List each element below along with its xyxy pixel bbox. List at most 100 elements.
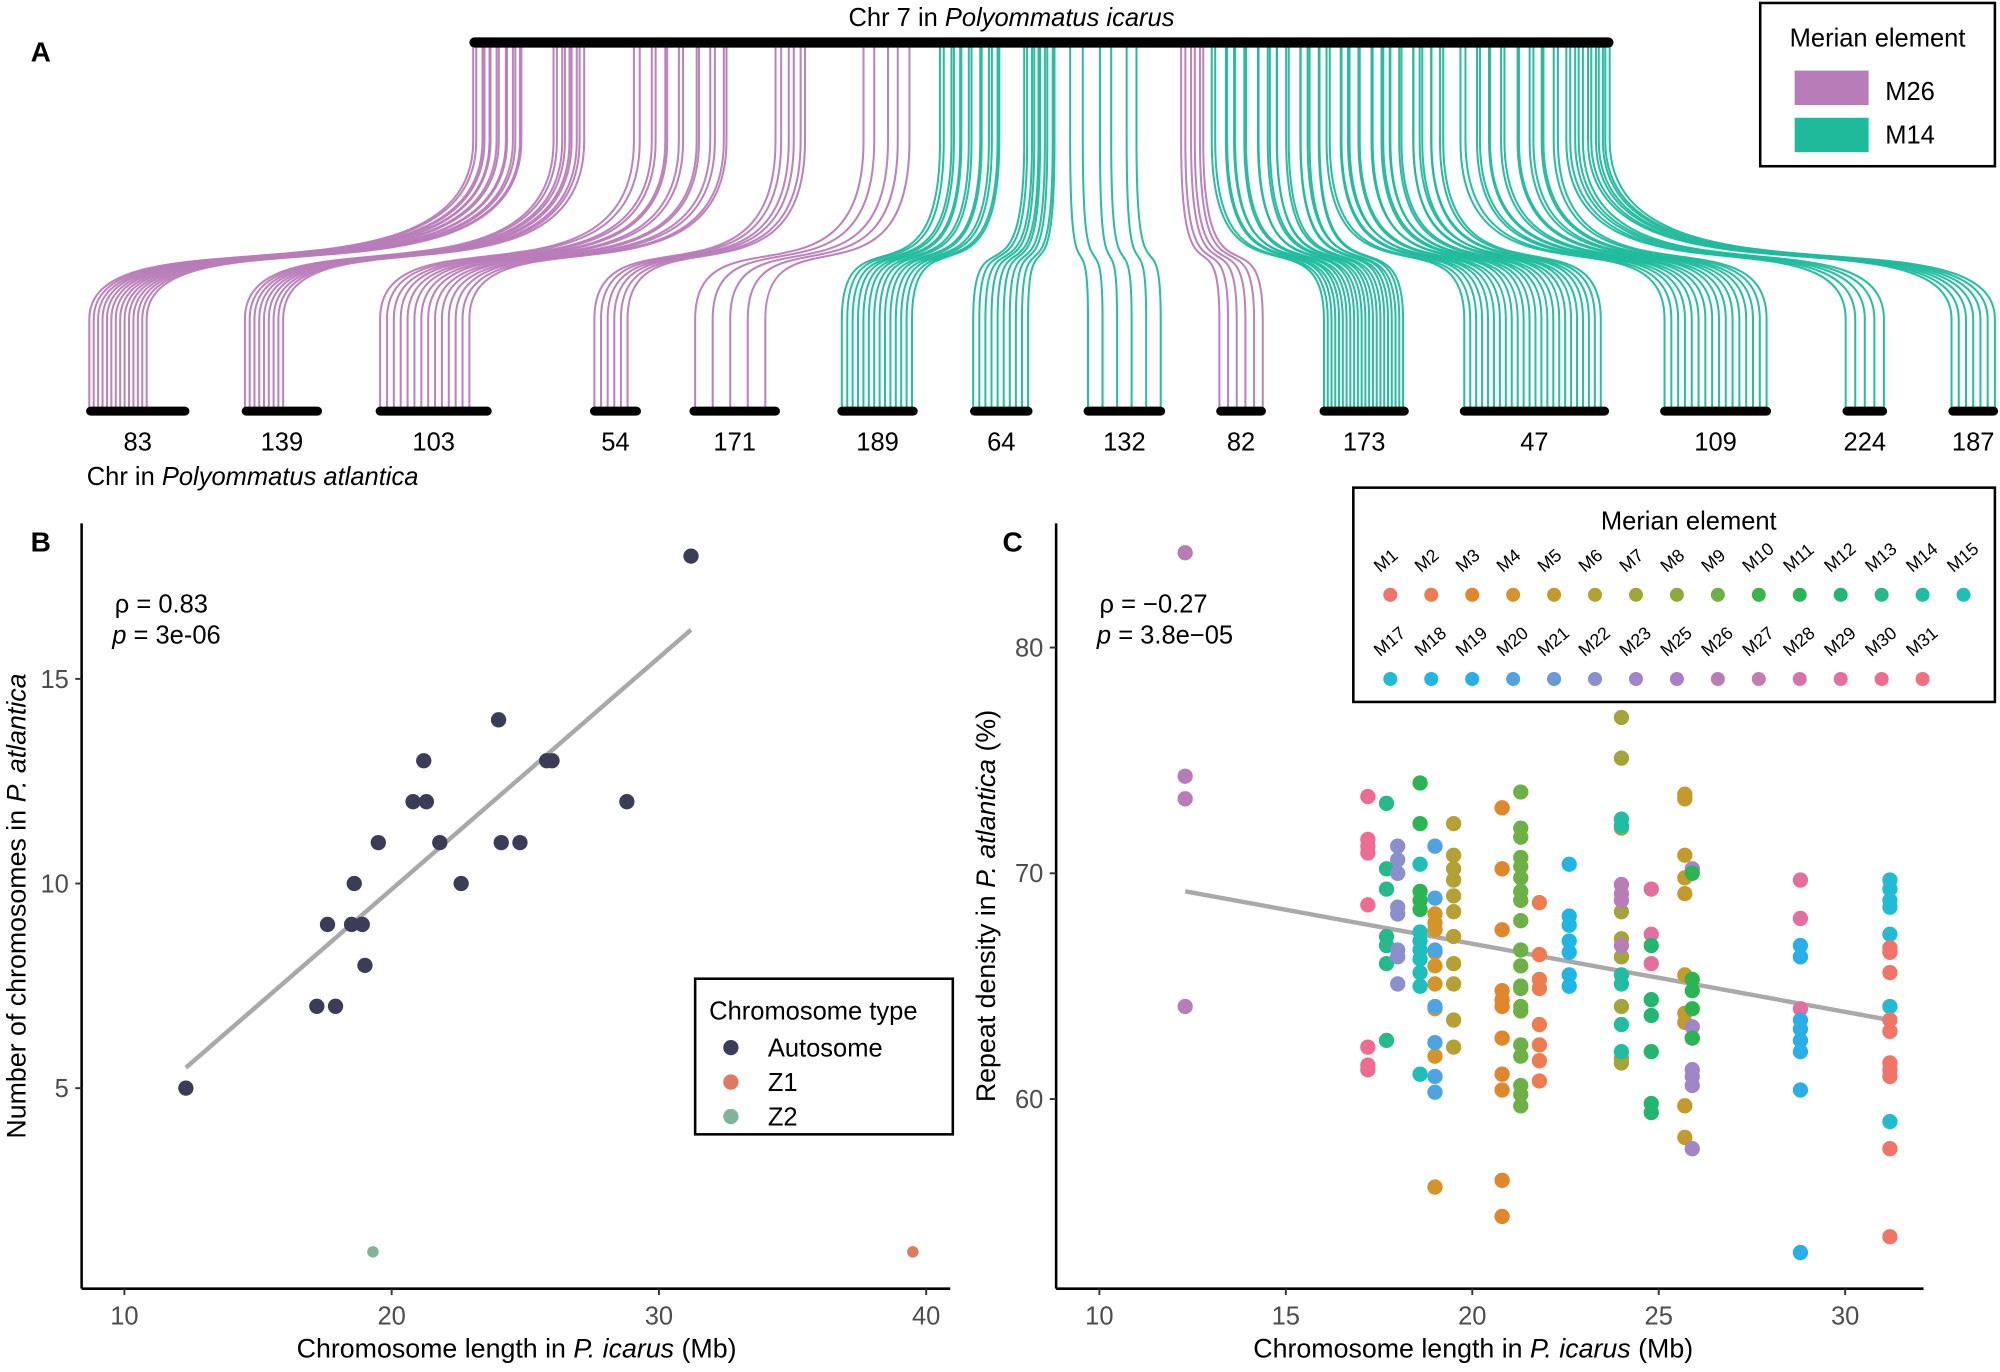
synteny-link bbox=[1193, 45, 1247, 409]
legend-dot-m31 bbox=[1915, 671, 1930, 686]
data-point-autosome bbox=[432, 834, 448, 851]
synteny-link bbox=[1478, 45, 1686, 409]
data-point-m1 bbox=[1882, 1229, 1898, 1245]
data-point-m2 bbox=[1531, 946, 1548, 963]
panel-c-pvalue: p = 3.8e−05 bbox=[1096, 621, 1233, 649]
data-point-autosome bbox=[619, 794, 635, 810]
data-point-m22 bbox=[1390, 949, 1406, 965]
panel-b-scatter: B 10 20 30 40 5 10 15 ρ = 0.83 p = 3e-06 Chrom… bbox=[2, 523, 955, 1364]
data-point-m1 bbox=[1882, 964, 1898, 981]
synteny-link bbox=[626, 45, 807, 409]
synteny-link bbox=[1268, 45, 1367, 409]
data-point-m17 bbox=[1882, 926, 1898, 942]
bottom-chromosome-label: 187 bbox=[1952, 429, 1995, 457]
panel-b-pvalue: p = 3e-06 bbox=[111, 621, 220, 649]
data-point-m7 bbox=[1613, 949, 1630, 965]
data-point-m11 bbox=[1412, 901, 1428, 918]
data-point-m26 bbox=[1177, 768, 1193, 784]
synteny-link bbox=[1488, 45, 1700, 409]
legend-dot-m8 bbox=[1669, 587, 1684, 602]
synteny-link bbox=[851, 45, 953, 409]
data-point-m13 bbox=[1378, 881, 1395, 897]
data-point-m4 bbox=[1427, 976, 1443, 992]
legend-dot-m9 bbox=[1710, 587, 1725, 602]
synteny-link bbox=[1110, 45, 1133, 409]
bottom-chromosome-title: Chr in Polyommatus atlantica bbox=[87, 463, 419, 491]
synteny-link bbox=[1418, 45, 1579, 409]
legend-label-m26: M26 bbox=[1885, 78, 1935, 106]
bottom-chromosome-label: 173 bbox=[1343, 429, 1386, 457]
data-point-m15 bbox=[1412, 856, 1428, 872]
panel-c-rho: ρ = −0.27 bbox=[1099, 591, 1207, 619]
legend-dot-m2 bbox=[1424, 587, 1439, 602]
legend-dot-autosome bbox=[723, 1039, 739, 1056]
synteny-link bbox=[1556, 45, 1768, 409]
synteny-link bbox=[110, 45, 492, 409]
synteny-link bbox=[990, 45, 1036, 409]
synteny-link bbox=[1266, 45, 1363, 409]
data-point-m5 bbox=[1677, 1129, 1693, 1146]
synteny-link bbox=[1287, 45, 1382, 409]
data-point-m6 bbox=[1445, 928, 1462, 945]
data-point-m12 bbox=[1643, 1043, 1659, 1060]
data-point-m29 bbox=[1792, 872, 1809, 888]
data-point-m20 bbox=[1427, 1084, 1443, 1100]
synteny-link bbox=[593, 45, 777, 409]
data-point-m19 bbox=[1792, 949, 1809, 965]
synteny-link bbox=[846, 45, 945, 409]
synteny-link bbox=[1442, 45, 1602, 409]
data-point-autosome bbox=[405, 794, 421, 810]
data-point-autosome bbox=[346, 875, 362, 892]
synteny-link bbox=[1069, 45, 1090, 409]
data-point-autosome bbox=[453, 875, 469, 892]
data-point-m18 bbox=[1561, 933, 1577, 949]
synteny-link bbox=[1517, 45, 1727, 409]
synteny-link bbox=[711, 45, 876, 409]
data-point-m23 bbox=[1684, 1019, 1700, 1035]
legend-title: Merian element bbox=[1601, 508, 1777, 536]
data-point-m30 bbox=[1360, 1062, 1376, 1078]
synteny-link bbox=[840, 45, 942, 409]
legend-dot-m30 bbox=[1874, 671, 1889, 686]
data-point-m6 bbox=[1445, 872, 1462, 888]
panel-c-scatter: C 10 15 20 25 30 60 70 80 ρ = −0.27 p = 3.8e−05… bbox=[971, 486, 1997, 1364]
merian-legend-a: Merian element M26 M14 bbox=[1758, 1, 1997, 168]
y-tick-label: 80 bbox=[1015, 634, 1043, 662]
data-point-autosome bbox=[178, 1080, 194, 1096]
data-point-m3 bbox=[1494, 1066, 1510, 1082]
data-point-m19 bbox=[1792, 1244, 1809, 1261]
synteny-link bbox=[1382, 45, 1531, 409]
synteny-link bbox=[1226, 45, 1337, 409]
synteny-link bbox=[1184, 45, 1230, 409]
data-point-m9 bbox=[1513, 784, 1529, 800]
legend-dot-m26 bbox=[1710, 671, 1725, 686]
synteny-link bbox=[996, 45, 1040, 409]
synteny-link bbox=[1370, 45, 1519, 409]
bottom-chromosome-label: 224 bbox=[1844, 429, 1887, 457]
data-point-m12 bbox=[1643, 1104, 1659, 1121]
synteny-link bbox=[1008, 45, 1046, 409]
data-point-m19 bbox=[1792, 1043, 1809, 1060]
top-chromosome-title: Chr 7 in Polyommatus icarus bbox=[849, 4, 1175, 32]
bottom-chromosome-label: 132 bbox=[1103, 429, 1146, 457]
synteny-link bbox=[282, 45, 586, 409]
x-tick-label: 25 bbox=[1645, 1302, 1673, 1330]
data-point-m4 bbox=[1427, 958, 1443, 974]
data-point-m3 bbox=[1494, 998, 1510, 1015]
y-tick-label: 10 bbox=[41, 870, 69, 898]
data-point-m9 bbox=[1513, 829, 1529, 845]
data-point-m9 bbox=[1513, 858, 1529, 875]
y-tick-label: 60 bbox=[1015, 1086, 1043, 1114]
synteny-link bbox=[978, 45, 1029, 409]
synteny-link bbox=[878, 45, 973, 409]
x-tick-label: 20 bbox=[1458, 1302, 1486, 1330]
data-point-m13 bbox=[1378, 1032, 1395, 1049]
legend-dot-m27 bbox=[1751, 671, 1766, 686]
legend-dot-m20 bbox=[1506, 671, 1521, 686]
synteny-link bbox=[145, 45, 523, 409]
synteny-link bbox=[1400, 45, 1555, 409]
data-point-m30 bbox=[1360, 1039, 1376, 1055]
synteny-link bbox=[1358, 45, 1507, 409]
data-point-m30 bbox=[1360, 845, 1376, 861]
synteny-link bbox=[1306, 45, 1397, 409]
